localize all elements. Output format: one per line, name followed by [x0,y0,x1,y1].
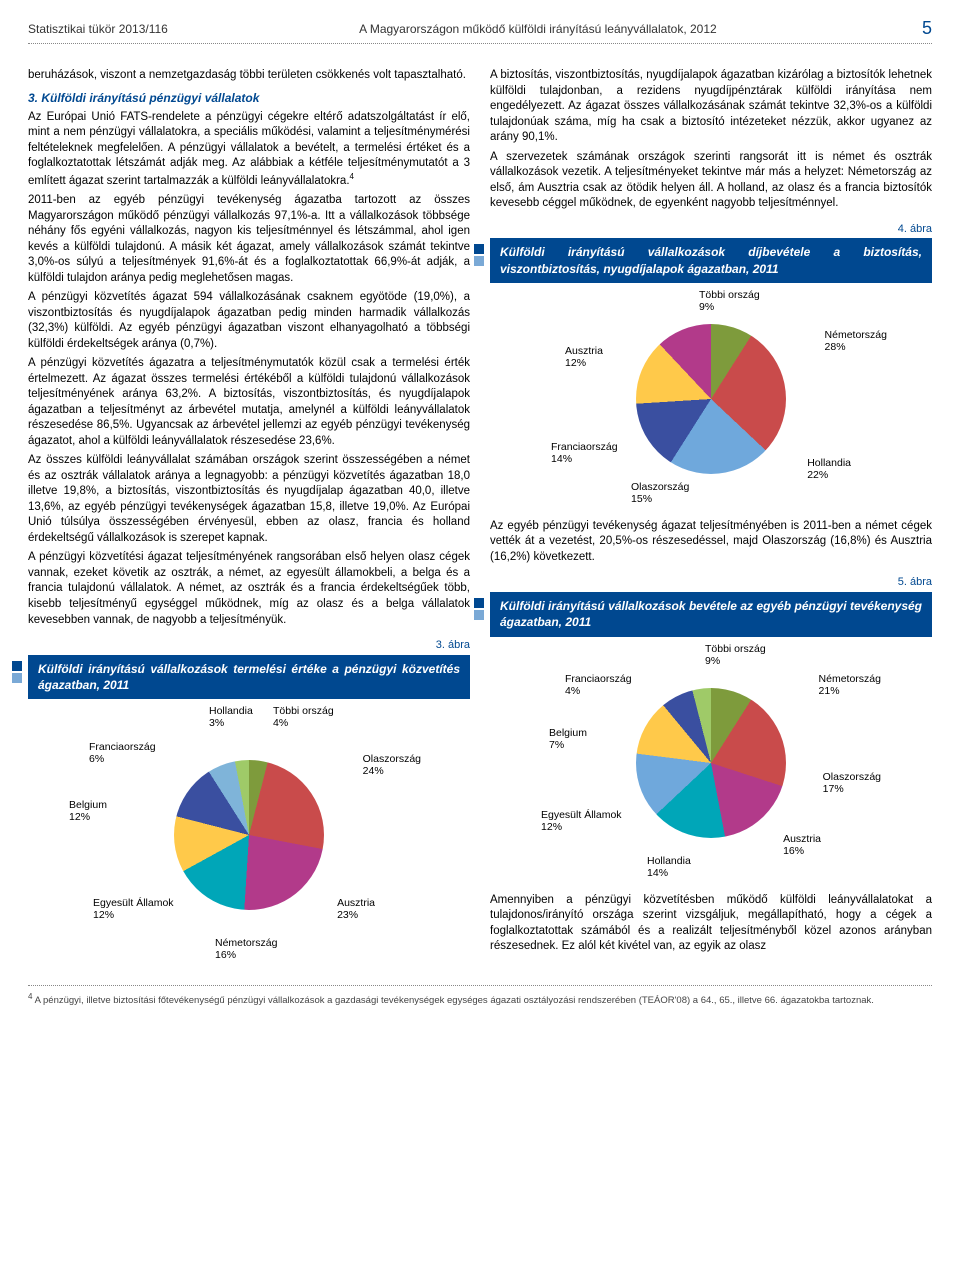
left-column: beruházások, viszont a nemzetgazdaság tö… [28,68,470,975]
header-title: A Magyarországon működő külföldi irányít… [188,22,888,36]
body-para: A pénzügyi közvetítés ágazat 594 vállalk… [28,290,470,352]
page-number: 5 [908,18,932,39]
chart3-pie: Hollandia3% Többi ország4% Olaszország24… [69,705,429,965]
section-heading: 3. Külföldi irányítású pénzügyi vállalat… [28,90,470,106]
body-para: Az Európai Unió FATS-rendelete a pénzügy… [28,110,470,189]
chart3-title: Külföldi irányítású vállalkozások termel… [28,655,470,699]
chart4-title: Külföldi irányítású vállalkozások díjbev… [490,238,932,282]
body-para: Az összes külföldi leányvállalat számába… [28,453,470,546]
chart3-block: 3. ábra Külföldi irányítású vállalkozáso… [28,638,470,699]
body-para: A szervezetek számának országok szerinti… [490,150,932,212]
chart5-pie: Többi ország9% Németország21% Olaszorszá… [531,643,891,883]
right-column: A biztosítás, viszontbiztosítás, nyugdíj… [490,68,932,975]
footnote: 4 A pénzügyi, illetve biztosítási főtevé… [28,985,932,1006]
body-para: A biztosítás, viszontbiztosítás, nyugdíj… [490,68,932,146]
body-para: Az egyéb pénzügyi tevékenység ágazat tel… [490,519,932,566]
chart4-ref: 4. ábra [490,222,932,237]
intro-text: beruházások, viszont a nemzetgazdaság tö… [28,68,470,84]
footnote-ref: 4 [350,172,354,181]
page-header: Statisztikai tükör 2013/116 A Magyarorsz… [28,18,932,44]
body-para: 2011-ben az egyéb pénzügyi tevékenység á… [28,193,470,286]
chart4-pie: Többi ország9% Németország28% Hollandia2… [531,289,891,509]
chart5-block: 5. ábra Külföldi irányítású vállalkozáso… [490,575,932,636]
chart5-ref: 5. ábra [490,575,932,590]
chart4-block: 4. ábra Külföldi irányítású vállalkozáso… [490,222,932,283]
body-para: Amennyiben a pénzügyi közvetítésben műkö… [490,893,932,955]
chart5-title: Külföldi irányítású vállalkozások bevéte… [490,592,932,636]
body-para: A pénzügyi közvetítési ágazat teljesítmé… [28,550,470,628]
footnote-text: A pénzügyi, illetve biztosítási főtevéke… [32,995,873,1006]
header-publication: Statisztikai tükör 2013/116 [28,22,168,36]
chart3-ref: 3. ábra [28,638,470,653]
body-para: A pénzügyi közvetítés ágazatra a teljesí… [28,356,470,449]
